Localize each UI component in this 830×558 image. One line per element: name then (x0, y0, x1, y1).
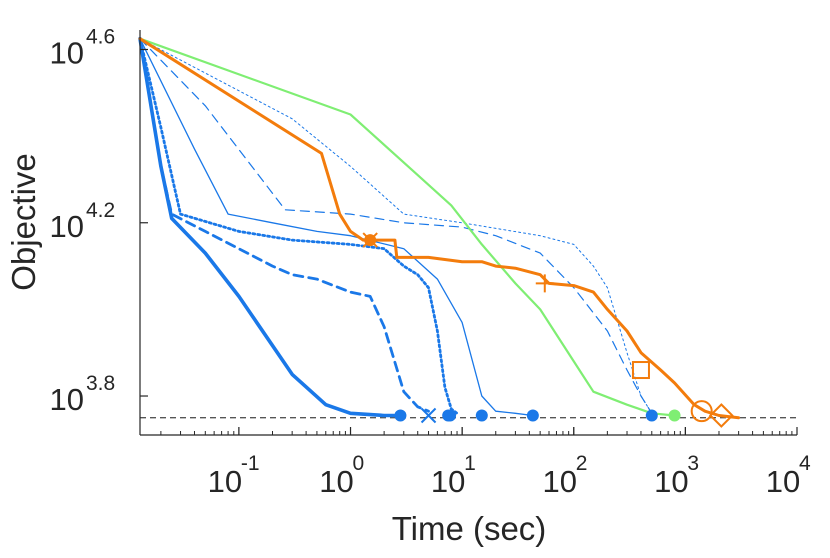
y-tick-exponent: 4.6 (86, 25, 115, 48)
x-tick-label: 10 (208, 464, 242, 499)
series-6-marker-dot (645, 409, 658, 422)
x-tick-exponent: -1 (241, 452, 260, 475)
series-line-4 (139, 38, 534, 417)
y-tick-label: 10 (50, 35, 84, 70)
x-tick-label: 10 (431, 464, 465, 499)
series-5-marker-dot (526, 409, 539, 422)
series-2-marker-x (420, 407, 437, 424)
series-line-7 (138, 37, 676, 417)
y-tick-label: 10 (50, 209, 84, 244)
series-4-marker-dot (475, 409, 488, 422)
x-tick-label: 10 (319, 464, 353, 499)
series-layer (138, 36, 741, 420)
x-tick-label: 10 (654, 464, 688, 499)
series-8-marker-square-4 (631, 361, 650, 380)
series-8-marker-x-2 (362, 232, 378, 248)
extra-marker-1 (444, 409, 457, 422)
x-tick-exponent: 3 (687, 452, 699, 475)
x-tick-exponent: 1 (464, 452, 476, 475)
series-8-marker-diamond-6 (708, 403, 734, 428)
series-line-3 (138, 37, 459, 415)
x-tick-label: 10 (543, 464, 577, 499)
y-axis-label: Objective (5, 153, 42, 291)
series-1-marker-dot (394, 409, 407, 422)
y-tick-label: 10 (50, 382, 84, 417)
series-line-1 (138, 36, 403, 418)
series-7-marker-dot (668, 409, 681, 422)
y-tick-exponent: 4.2 (86, 199, 115, 222)
series-line-2 (138, 37, 430, 413)
series-line-6 (139, 38, 653, 414)
x-tick-exponent: 2 (576, 452, 588, 475)
series-8-marker-plus-3 (535, 274, 554, 293)
x-axis-label: Time (sec) (392, 510, 547, 547)
y-tick-exponent: 3.8 (86, 372, 115, 395)
x-tick-label: 10 (766, 464, 800, 499)
series-8-marker-circle-5 (690, 400, 713, 423)
marker-layer (362, 232, 734, 428)
series-line-5 (139, 38, 653, 414)
x-tick-exponent: 4 (799, 452, 811, 475)
x-tick-exponent: 0 (353, 452, 365, 475)
